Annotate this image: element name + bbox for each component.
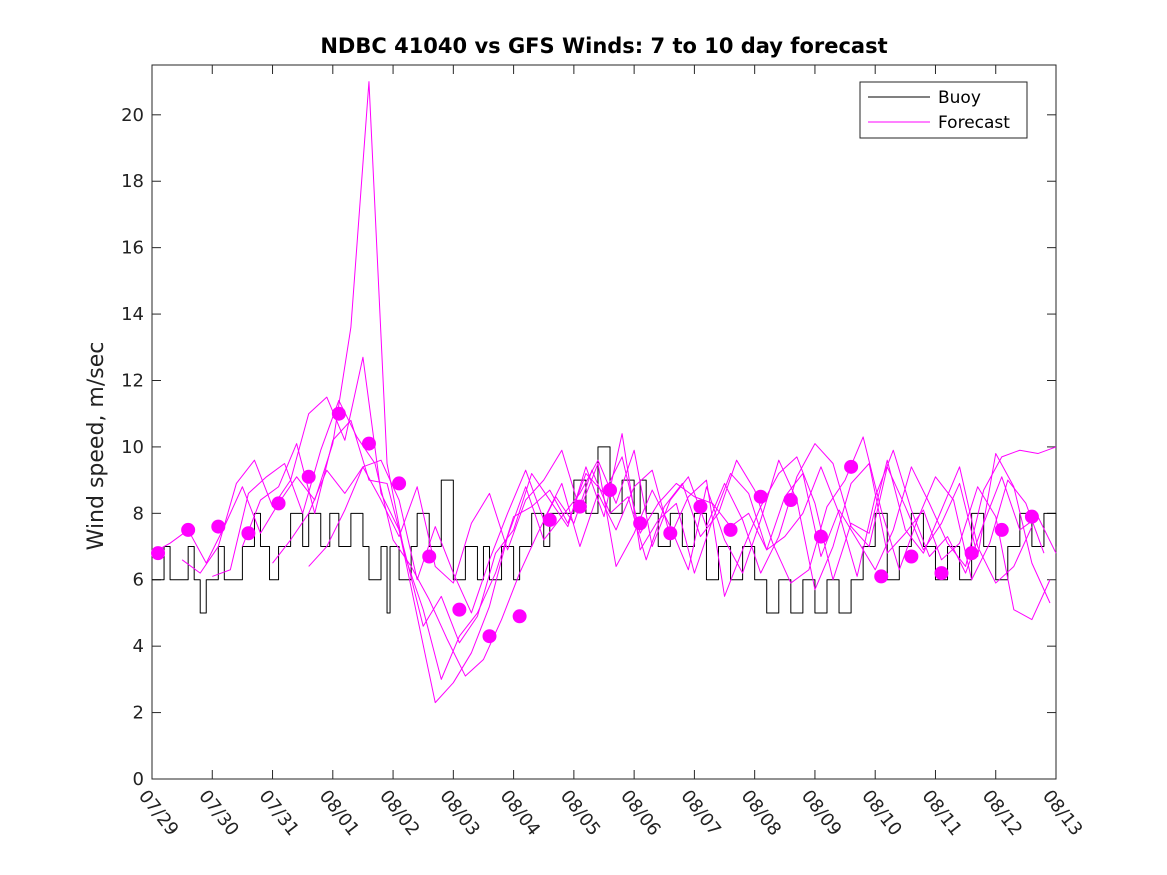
y-tick-label: 0	[133, 769, 144, 790]
forecast-marker	[633, 516, 648, 531]
y-tick-label: 12	[121, 370, 144, 391]
forecast-marker	[874, 569, 889, 584]
forecast-marker	[663, 526, 678, 541]
forecast-marker	[934, 566, 949, 581]
forecast-marker	[181, 522, 196, 537]
forecast-marker	[361, 436, 376, 451]
series-layer	[151, 81, 1057, 704]
forecast-marker	[211, 519, 226, 534]
forecast-marker	[422, 549, 437, 564]
y-tick-label: 16	[121, 238, 144, 259]
y-tick-label: 2	[133, 703, 144, 724]
forecast-marker	[783, 493, 798, 508]
y-axis-label: Wind speed, m/sec	[84, 342, 109, 551]
legend-label-forecast: Forecast	[938, 113, 1010, 133]
y-tick-label: 6	[133, 570, 144, 591]
forecast-marker	[542, 512, 557, 527]
forecast-marker	[241, 526, 256, 541]
plot-frame	[151, 64, 1057, 780]
forecast-marker	[572, 499, 587, 514]
forecast-marker	[331, 406, 346, 421]
forecast-marker	[693, 499, 708, 514]
forecast-marker	[482, 629, 497, 644]
y-tick-label: 10	[121, 437, 144, 458]
forecast-marker	[271, 496, 286, 511]
forecast-marker	[844, 459, 859, 474]
forecast-marker	[904, 549, 919, 564]
forecast-marker	[512, 609, 527, 624]
forecast-marker	[964, 546, 979, 561]
forecast-marker	[1024, 509, 1039, 524]
chart-title: NDBC 41040 vs GFS Winds: 7 to 10 day for…	[320, 34, 887, 58]
forecast-marker	[452, 602, 467, 617]
y-tick-label: 8	[133, 503, 144, 524]
forecast-marker	[723, 522, 738, 537]
y-axis-ticks: 0 2 4 6 8 10 12 14 16 18 20	[121, 105, 1056, 790]
forecast-marker	[994, 522, 1009, 537]
y-tick-label: 14	[121, 304, 144, 325]
legend-label-buoy: Buoy	[938, 88, 981, 108]
forecast-marker	[392, 476, 407, 491]
forecast-marker	[603, 483, 618, 498]
legend: Buoy Forecast	[859, 81, 1028, 139]
y-tick-label: 4	[133, 636, 144, 657]
y-tick-label: 18	[121, 171, 144, 192]
plot-area	[151, 64, 1057, 780]
y-tick-label: 20	[121, 105, 144, 126]
forecast-series-line-5	[272, 456, 1033, 614]
forecast-marker	[813, 529, 828, 544]
legend-box	[859, 81, 1028, 139]
forecast-marker	[301, 469, 316, 484]
forecast-marker	[151, 546, 166, 561]
forecast-series-line-2	[181, 356, 1051, 704]
buoy-series-line	[152, 446, 1057, 614]
forecast-series-line-4	[241, 419, 1057, 644]
forecast-marker	[753, 489, 768, 504]
